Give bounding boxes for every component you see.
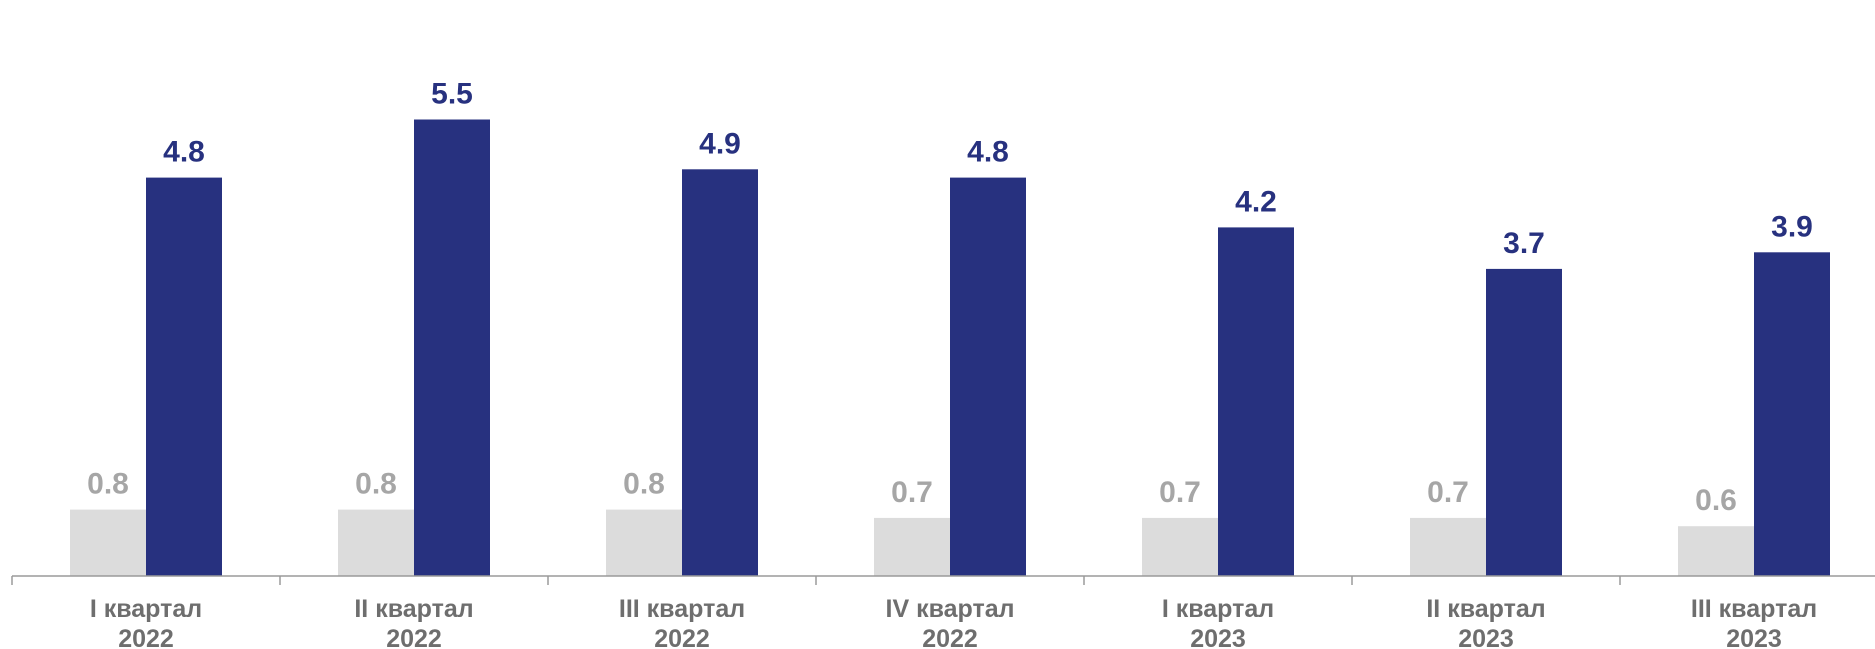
x-tick-label-2: II квартал 2022 — [354, 595, 473, 649]
bar-series2-7 — [1754, 252, 1830, 577]
data-label-series2-7: 3.9 — [1771, 210, 1813, 243]
data-label-series1-2: 0.8 — [355, 468, 397, 501]
bar-series1-4 — [874, 517, 950, 576]
bar-series1-3 — [606, 509, 682, 576]
bar-series1-6 — [1410, 517, 1486, 576]
data-label-series2-2: 5.5 — [431, 78, 473, 111]
data-label-series1-6: 0.7 — [1427, 476, 1469, 509]
data-label-series2-6: 3.7 — [1503, 227, 1545, 260]
data-label-series1-1: 0.8 — [87, 468, 129, 501]
bar-series2-1 — [146, 177, 222, 576]
data-label-series2-3: 4.9 — [699, 127, 741, 160]
bar-series1-5 — [1142, 517, 1218, 576]
x-tick-label-5: I квартал 2023 — [1162, 595, 1274, 649]
bar-series2-3 — [682, 169, 758, 577]
x-tick-label-1: I квартал 2022 — [90, 595, 202, 649]
bar-series2-4 — [950, 177, 1026, 576]
data-label-series1-5: 0.7 — [1159, 476, 1201, 509]
data-label-series2-4: 4.8 — [967, 136, 1009, 169]
data-label-series1-4: 0.7 — [891, 476, 933, 509]
x-tick-label-7: III квартал 2023 — [1691, 595, 1817, 649]
bar-series1-7 — [1678, 526, 1754, 576]
bar-series1-1 — [70, 509, 146, 576]
bar-series2-6 — [1486, 268, 1562, 576]
bar-series1-2 — [338, 509, 414, 576]
x-tick-label-4: IV квартал 2022 — [886, 595, 1015, 649]
data-label-series1-3: 0.8 — [623, 468, 665, 501]
data-label-series1-7: 0.6 — [1695, 484, 1737, 517]
data-label-series2-1: 4.8 — [163, 136, 205, 169]
bar-series2-5 — [1218, 227, 1294, 576]
bar-series2-2 — [414, 119, 490, 576]
x-tick-label-3: III квартал 2022 — [619, 595, 745, 649]
data-label-series2-5: 4.2 — [1235, 185, 1277, 218]
x-tick-label-6: II квартал 2023 — [1426, 595, 1545, 649]
